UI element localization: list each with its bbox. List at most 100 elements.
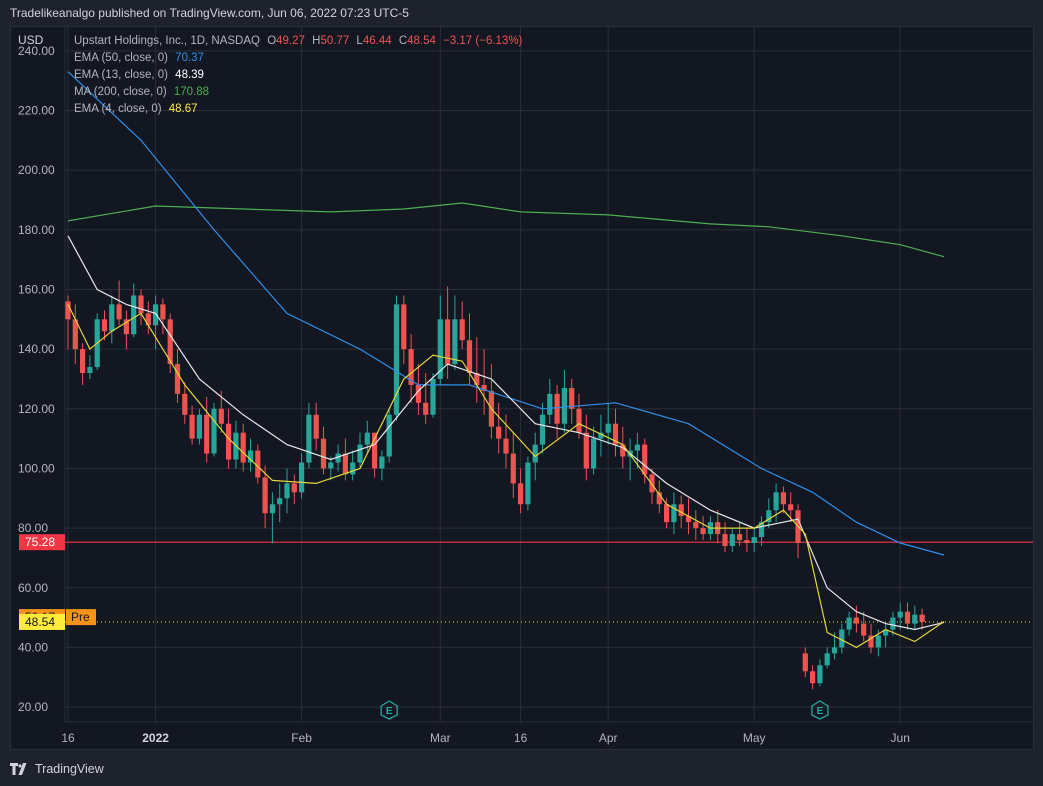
- candle-body[interactable]: [87, 367, 93, 374]
- candle-body[interactable]: [802, 653, 808, 672]
- candle-body[interactable]: [620, 444, 626, 457]
- earnings-event-icon[interactable]: [380, 700, 398, 720]
- candle-body[interactable]: [167, 319, 173, 365]
- candle-body[interactable]: [824, 653, 830, 666]
- candle-body[interactable]: [240, 432, 246, 463]
- tradingview-logo[interactable]: TradingView: [10, 762, 104, 776]
- candle-body[interactable]: [729, 534, 735, 547]
- candle-body[interactable]: [196, 414, 202, 439]
- candle-body[interactable]: [262, 477, 268, 514]
- candle-body[interactable]: [671, 504, 677, 523]
- candle-body[interactable]: [561, 387, 567, 424]
- candle-body[interactable]: [664, 504, 670, 523]
- candle-body[interactable]: [284, 483, 290, 499]
- indicator-ma200[interactable]: MA (200, close, 0) 170.88: [74, 84, 522, 101]
- symbol-legend-row[interactable]: Upstart Holdings, Inc., 1D, NASDAQ O49.2…: [74, 33, 522, 50]
- candle-body[interactable]: [182, 393, 188, 415]
- candle-body[interactable]: [539, 414, 546, 445]
- candle-body[interactable]: [437, 319, 443, 379]
- candle-body[interactable]: [350, 462, 356, 475]
- candle-body[interactable]: [131, 295, 137, 335]
- candle-body[interactable]: [452, 319, 458, 365]
- candle-body[interactable]: [518, 483, 524, 505]
- candle-body[interactable]: [255, 450, 261, 478]
- candle-body[interactable]: [145, 313, 151, 326]
- candle-body[interactable]: [883, 629, 889, 636]
- candle-body[interactable]: [153, 304, 159, 326]
- candle-body[interactable]: [693, 522, 699, 529]
- candle-body[interactable]: [831, 647, 838, 654]
- candle-body[interactable]: [357, 444, 363, 463]
- candle-body[interactable]: [123, 319, 129, 335]
- candle-body[interactable]: [780, 492, 786, 505]
- candle-body[interactable]: [685, 516, 692, 523]
- candle-body[interactable]: [174, 364, 181, 394]
- candle-body[interactable]: [379, 456, 385, 469]
- candle-body[interactable]: [226, 423, 232, 460]
- candle-body[interactable]: [372, 432, 378, 469]
- candle-body[interactable]: [853, 617, 859, 624]
- candle-body[interactable]: [445, 319, 451, 365]
- candle-body[interactable]: [919, 614, 925, 622]
- ma200-line[interactable]: [67, 202, 945, 258]
- candle-body[interactable]: [751, 537, 757, 544]
- candle-body[interactable]: [65, 301, 71, 320]
- candle-body[interactable]: [342, 453, 348, 475]
- candle-body[interactable]: [277, 498, 283, 505]
- candle-body[interactable]: [72, 319, 78, 350]
- candle-body[interactable]: [788, 504, 794, 511]
- candle-body[interactable]: [328, 462, 334, 469]
- candle-body[interactable]: [722, 534, 728, 547]
- candle-body[interactable]: [890, 617, 896, 630]
- candle-body[interactable]: [744, 540, 750, 544]
- candle-body[interactable]: [481, 384, 487, 391]
- candle-body[interactable]: [393, 304, 400, 415]
- candle-body[interactable]: [466, 340, 473, 374]
- candle-body[interactable]: [897, 611, 903, 618]
- candle-body[interactable]: [101, 319, 108, 332]
- candle-body[interactable]: [423, 402, 429, 415]
- candle-body[interactable]: [591, 438, 597, 469]
- candle-body[interactable]: [547, 393, 553, 415]
- candle-body[interactable]: [846, 617, 852, 630]
- candle-body[interactable]: [678, 504, 684, 517]
- candle-body[interactable]: [861, 623, 867, 636]
- earnings-event-icon[interactable]: [811, 700, 829, 720]
- candle-body[interactable]: [642, 444, 648, 475]
- candle-body[interactable]: [364, 432, 370, 445]
- candle-body[interactable]: [532, 444, 538, 463]
- candle-body[interactable]: [335, 453, 341, 463]
- candle-body[interactable]: [313, 414, 319, 439]
- candle-body[interactable]: [634, 444, 640, 451]
- candle-body[interactable]: [218, 408, 224, 424]
- candle-body[interactable]: [904, 611, 911, 624]
- candle-body[interactable]: [116, 304, 122, 320]
- candle-body[interactable]: [211, 408, 217, 454]
- candle-body[interactable]: [868, 635, 874, 648]
- indicator-ema13[interactable]: EMA (13, close, 0) 48.39: [74, 67, 522, 84]
- candle-body[interactable]: [247, 450, 254, 463]
- indicator-ema4[interactable]: EMA (4, close, 0) 48.67: [74, 101, 522, 118]
- ema50-line[interactable]: [67, 71, 945, 556]
- candle-body[interactable]: [817, 665, 823, 684]
- candle-body[interactable]: [291, 483, 297, 493]
- candle-body[interactable]: [766, 510, 772, 523]
- candle-body[interactable]: [474, 373, 480, 385]
- candle-body[interactable]: [415, 384, 421, 403]
- candle-body[interactable]: [700, 528, 706, 535]
- candle-body[interactable]: [656, 492, 662, 505]
- candle-body[interactable]: [189, 414, 195, 439]
- candle-body[interactable]: [204, 414, 210, 454]
- candle-body[interactable]: [299, 462, 305, 493]
- candle-body[interactable]: [737, 534, 743, 541]
- indicator-ema50[interactable]: EMA (50, close, 0) 70.37: [74, 50, 522, 67]
- ema4-line[interactable]: [67, 304, 945, 649]
- candle-body[interactable]: [510, 453, 516, 484]
- candle-body[interactable]: [459, 319, 465, 341]
- candle-body[interactable]: [430, 378, 436, 415]
- candle-body[interactable]: [525, 462, 531, 505]
- candle-body[interactable]: [386, 414, 392, 457]
- candle-body[interactable]: [598, 432, 604, 439]
- candle-body[interactable]: [306, 414, 312, 463]
